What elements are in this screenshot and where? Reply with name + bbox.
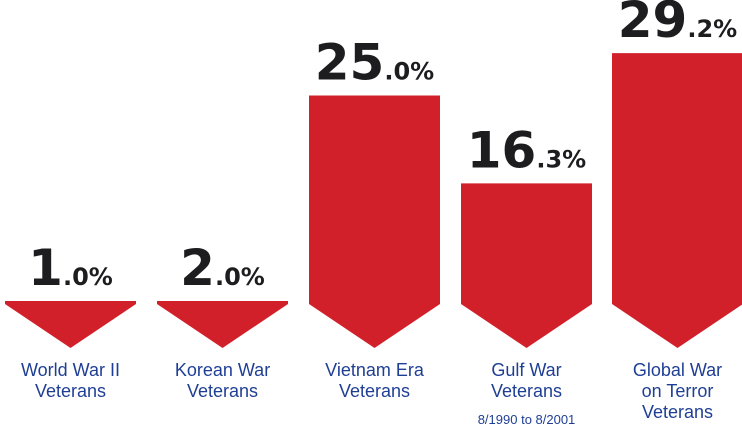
value-label-4: 16.3% [467, 121, 586, 179]
bar-3 [309, 95, 440, 348]
value-int: 1 [28, 239, 63, 297]
category-label-1-line-1: World War II [21, 360, 120, 380]
value-label-5: 29.2% [618, 0, 737, 49]
category-label-2-line-2: Veterans [187, 381, 258, 401]
bar-5 [612, 53, 742, 348]
value-int: 29 [618, 0, 688, 49]
value-dec: .2% [687, 15, 737, 43]
category-label-5-line-3: Veterans [642, 402, 713, 422]
category-label-4-line-2: Veterans [491, 381, 562, 401]
bar-2 [157, 301, 288, 348]
value-label-3: 25.0% [315, 34, 434, 92]
value-label-1: 1.0% [28, 239, 113, 297]
value-int: 25 [315, 34, 385, 92]
bar-1 [5, 301, 136, 348]
category-label-5-line-2: on Terror [642, 381, 714, 401]
category-label-5-line-1: Global War [633, 360, 722, 380]
value-dec: .0% [63, 263, 113, 291]
category-label-4-line-1: Gulf War [491, 360, 561, 380]
value-int: 2 [180, 239, 215, 297]
category-label-3-line-2: Veterans [339, 381, 410, 401]
value-int: 16 [467, 121, 537, 179]
value-dec: .3% [536, 145, 586, 173]
category-label-3-line-1: Vietnam Era [325, 360, 425, 380]
value-dec: .0% [215, 263, 265, 291]
category-label-2-line-1: Korean War [175, 360, 270, 380]
bar-4 [461, 183, 592, 348]
category-label-1-line-2: Veterans [35, 381, 106, 401]
value-label-2: 2.0% [180, 239, 265, 297]
category-subtitle-4: 8/1990 to 8/2001 [478, 412, 576, 427]
value-dec: .0% [384, 58, 434, 86]
